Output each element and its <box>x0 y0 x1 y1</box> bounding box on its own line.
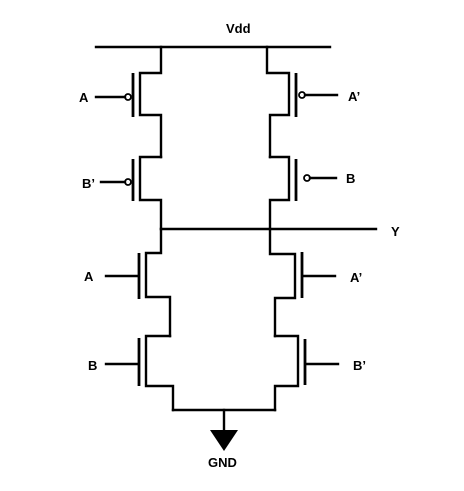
nmos-right-top-input-label: A’ <box>350 270 362 285</box>
pmos-right-top-transistor <box>265 45 339 159</box>
pmos-right-top-input-label: A’ <box>348 89 360 104</box>
pmos-left-top-input-label: A <box>79 90 89 105</box>
pmos-right-bottom-input-label: B <box>346 171 355 186</box>
nmos-left-top-input-label: A <box>84 269 94 284</box>
nmos-right-bottom-input-label: B’ <box>353 358 366 373</box>
pmos-left-top-transistor <box>94 45 163 159</box>
pmos-left-bottom-transistor <box>99 155 163 231</box>
output-label: Y <box>391 224 400 239</box>
pmos-left-bottom-input-label: B’ <box>82 176 95 191</box>
nmos-left-bottom-transistor <box>104 334 175 412</box>
ground-label: GND <box>208 455 237 470</box>
ground-symbol-icon <box>210 430 238 451</box>
nmos-right-top-transistor <box>268 227 337 338</box>
nmos-left-top-transistor <box>104 227 172 338</box>
pmos-right-bottom-transistor <box>268 155 338 231</box>
nmos-right-bottom-transistor <box>273 334 340 412</box>
nmos-left-bottom-input-label: B <box>88 358 97 373</box>
vdd-label: Vdd <box>226 21 251 36</box>
